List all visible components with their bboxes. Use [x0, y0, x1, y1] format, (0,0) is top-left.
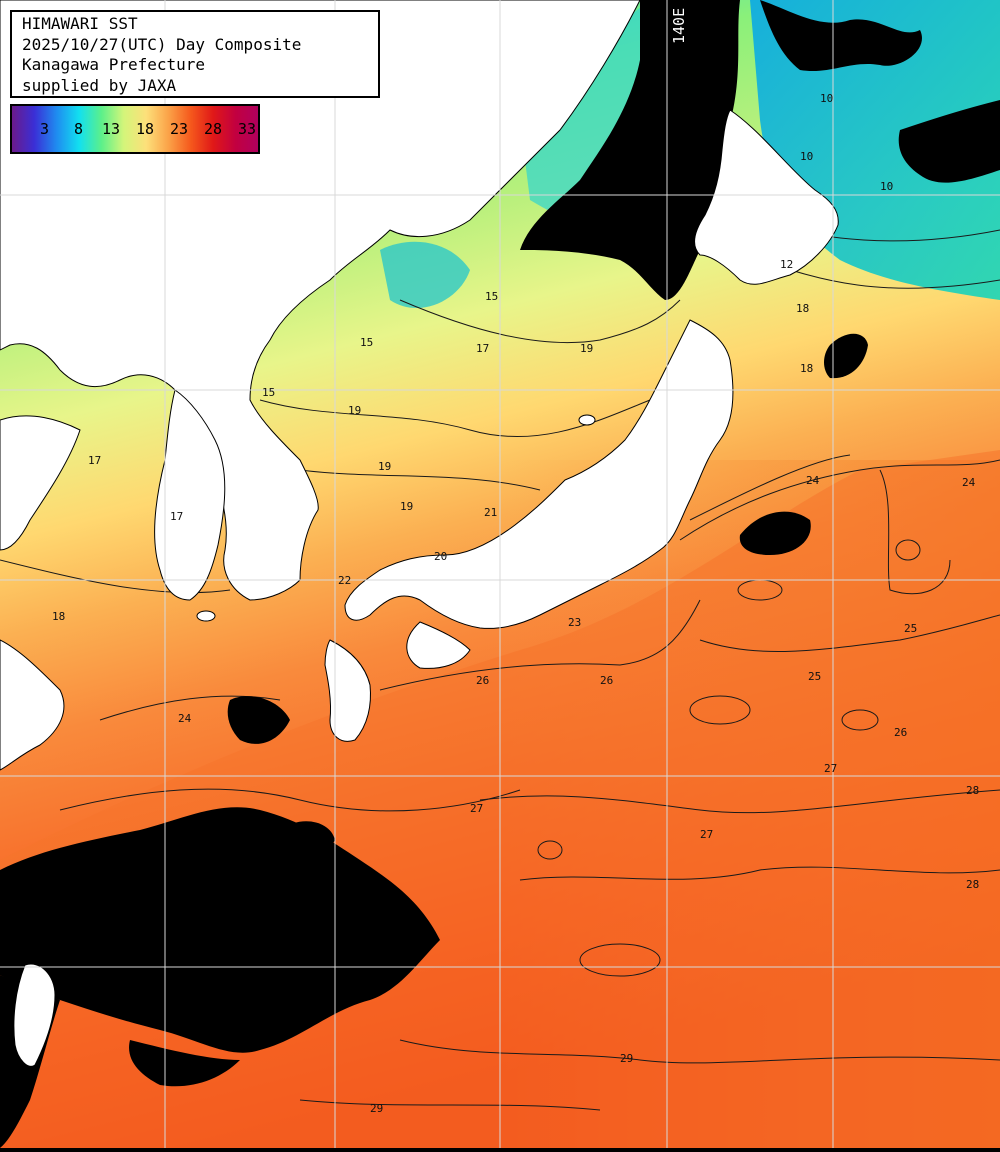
contour-label: 15: [262, 386, 275, 399]
contour-label: 18: [800, 362, 813, 375]
contour-label: 17: [88, 454, 101, 467]
contour-label: 25: [808, 670, 821, 683]
contour-label: 20: [434, 550, 447, 563]
contour-label: 10: [800, 150, 813, 163]
contour-label: 24: [178, 712, 192, 725]
contour-label: 17: [476, 342, 489, 355]
contour-label: 10: [820, 92, 833, 105]
contour-label: 19: [400, 500, 413, 513]
contour-label: 29: [620, 1052, 633, 1065]
contour-label: 27: [700, 828, 713, 841]
temperature-color-legend: 3 8 13 18 23 28 33: [10, 104, 260, 154]
legend-tick-label: 18: [136, 120, 155, 138]
legend-color-bar: [12, 106, 258, 152]
legend-tick-label: 28: [204, 120, 223, 138]
meridian-label: 140E: [670, 8, 688, 44]
contour-label: 25: [904, 622, 917, 635]
cold-korea-coast-patch: [380, 241, 470, 309]
contour-label: 28: [966, 784, 979, 797]
contour-label: 10: [880, 180, 893, 193]
contour-label: 15: [485, 290, 498, 303]
contour-label: 26: [600, 674, 613, 687]
jeju-island: [196, 610, 216, 622]
china-southeast-coast: [0, 639, 65, 771]
contour-label: 18: [52, 610, 65, 623]
contour-label: 15: [360, 336, 373, 349]
contour-label-layer: 10 10 10 12 15 15 15 17 18 19 17 17 18 1…: [52, 92, 979, 1115]
contour-label: 19: [348, 404, 361, 417]
legend-tick-label: 8: [74, 120, 84, 138]
contour-label: 24: [806, 474, 820, 487]
region-name: Kanagawa Prefecture: [22, 55, 206, 74]
legend-tick-label: 33: [238, 120, 257, 138]
liaodong-shandong-coast: [0, 415, 81, 551]
product-title: HIMAWARI SST: [22, 14, 138, 33]
contour-label: 21: [484, 506, 497, 519]
map-info-box: HIMAWARI SST 2025/10/27(UTC) Day Composi…: [10, 10, 380, 98]
shikoku: [406, 621, 471, 669]
honshu: [344, 319, 734, 629]
contour-label: 19: [580, 342, 593, 355]
contour-label: 12: [780, 258, 793, 271]
legend-labels: 3 8 13 18 23 28 33: [12, 120, 258, 140]
kyushu: [324, 639, 371, 742]
contour-label: 28: [966, 878, 979, 891]
contour-label: 27: [470, 802, 483, 815]
contour-label: 17: [170, 510, 183, 523]
taiwan: [13, 963, 56, 1067]
contour-label: 29: [370, 1102, 383, 1115]
legend-tick-label: 23: [170, 120, 189, 138]
contour-label: 26: [476, 674, 489, 687]
legend-tick-label: 13: [102, 120, 121, 138]
contour-label: 22: [338, 574, 351, 587]
contour-label: 26: [894, 726, 907, 739]
contour-label: 27: [824, 762, 837, 775]
contour-label: 23: [568, 616, 581, 629]
data-source: supplied by JAXA: [22, 75, 177, 95]
hokkaido: [694, 109, 839, 285]
contour-label: 19: [378, 460, 391, 473]
contour-label: 24: [962, 476, 976, 489]
composite-date: 2025/10/27(UTC) Day Composite: [22, 34, 302, 54]
legend-tick-label: 3: [40, 120, 50, 138]
contour-label: 18: [796, 302, 809, 315]
sado-island: [578, 414, 596, 426]
